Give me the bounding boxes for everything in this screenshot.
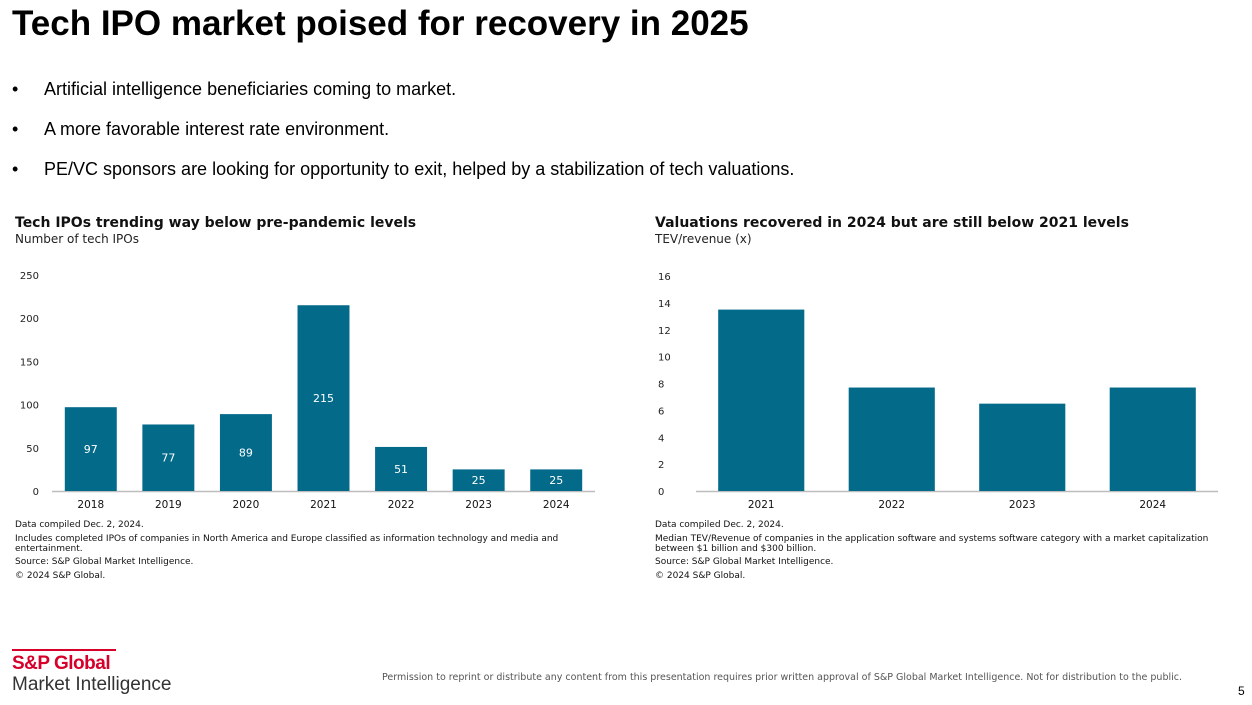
note-line: Data compiled Dec. 2, 2024. [655,520,784,530]
y-tick-label: 250 [20,271,39,282]
bar-2024 [530,469,583,491]
bullet-dot: • [12,79,19,99]
x-tick-label: 2021 [748,499,775,511]
x-tick-label: 2021 [310,499,337,511]
bar-2019 [142,424,195,491]
bullet-dot: • [12,159,19,179]
y-tick-label: 10 [658,353,671,364]
y-tick-label: 0 [658,487,664,498]
bullet-list: • Artificial intelligence beneficiaries c… [12,78,794,198]
x-tick-label: 2024 [543,499,570,511]
data-label: 77 [161,452,175,465]
valuation-chart: Valuations recovered in 2024 but are sti… [652,214,1232,581]
bullet-item: • A more favorable interest rate environm… [12,118,794,158]
data-label: 97 [84,443,98,456]
x-tick-label: 2022 [878,499,905,511]
bar-2022 [375,446,428,491]
data-label: 89 [239,447,253,460]
y-tick-label: 50 [26,444,39,455]
x-tick-label: 2020 [233,499,260,511]
y-tick-label: 0 [33,487,39,498]
logo-line-2: Market Intelligence [12,674,172,695]
note-line: Source: S&P Global Market Intelligence. [655,557,834,567]
bullet-text: A more favorable interest rate environme… [44,119,390,139]
valuation-bar-chart-plot: 0 2 4 6 8 10 12 14 16 2021 2022 2023 2024 [658,272,1218,511]
y-tick-label: 14 [658,299,671,310]
chart-notes: Data compiled Dec. 2, 2024. Includes com… [15,520,575,584]
y-tick-label: 150 [20,357,39,368]
bar-2021 [297,305,350,491]
note-line: Data compiled Dec. 2, 2024. [15,520,144,530]
chart-title: Valuations recovered in 2024 but are sti… [655,215,1129,231]
chart-title: Tech IPOs trending way below pre-pandemi… [15,215,417,231]
bar-2022 [848,387,935,491]
x-tick-label: 2023 [1009,499,1036,511]
y-tick-label: 12 [658,326,671,337]
bullet-dot: • [12,119,19,139]
footer-disclaimer: Permission to reprint or distribute any … [381,672,1182,683]
bullet-text: Artificial intelligence beneficiaries co… [44,79,457,99]
sp-global-logo: S&P Global Market Intelligence [12,649,171,696]
x-tick-label: 2019 [155,499,182,511]
page-number: 5 [1238,684,1245,698]
x-tick-label: 2022 [388,499,415,511]
logo-line-1: S&P Global [12,653,111,674]
bar-2024 [1109,387,1196,491]
bar-2020 [219,414,272,491]
chart-notes: Data compiled Dec. 2, 2024. Median TEV/R… [655,520,1225,584]
logo-bar [12,649,116,651]
x-tick-label: 2024 [1139,499,1166,511]
y-tick-label: 6 [658,406,664,417]
y-tick-label: 8 [658,380,664,391]
chart-subtitle: Number of tech IPOs [15,232,139,246]
data-label: 25 [472,474,486,487]
data-label: 51 [394,463,408,476]
bullet-text: PE/VC sponsors are looking for opportuni… [44,159,795,179]
x-tick-label: 2023 [465,499,492,511]
chart-subtitle: TEV/revenue (x) [655,232,752,246]
bar-2018 [64,407,117,491]
y-tick-label: 200 [20,314,39,325]
y-tick-label: 4 [658,433,664,444]
note-line: © 2024 S&P Global. [655,570,746,581]
bar-2021 [718,309,805,491]
data-label: 215 [313,392,334,405]
data-label: 25 [549,474,563,487]
bar-2023 [979,403,1066,491]
note-line: Median TEV/Revenue of companies in the a… [655,533,1209,554]
x-tick-label: 2018 [77,499,104,511]
bullet-item: • Artificial intelligence beneficiaries c… [12,78,794,118]
tech-ipo-chart: Tech IPOs trending way below pre-pandemi… [12,214,602,581]
bar-2023 [452,469,505,491]
y-tick-label: 100 [20,401,39,412]
note-line: © 2024 S&P Global. [15,570,106,581]
note-line: Source: S&P Global Market Intelligence. [15,557,194,567]
y-tick-label: 2 [658,460,664,471]
y-tick-label: 16 [658,272,671,283]
bullet-item: • PE/VC sponsors are looking for opportun… [12,158,794,198]
ipo-bar-chart-plot: 0 50 100 150 200 250 2018 97 2019 77 2020 89 2021 215… [20,271,595,511]
note-line: Includes completed IPOs of companies in … [15,533,559,554]
slide-title: Tech IPO market poised for recovery in 2… [12,4,749,43]
